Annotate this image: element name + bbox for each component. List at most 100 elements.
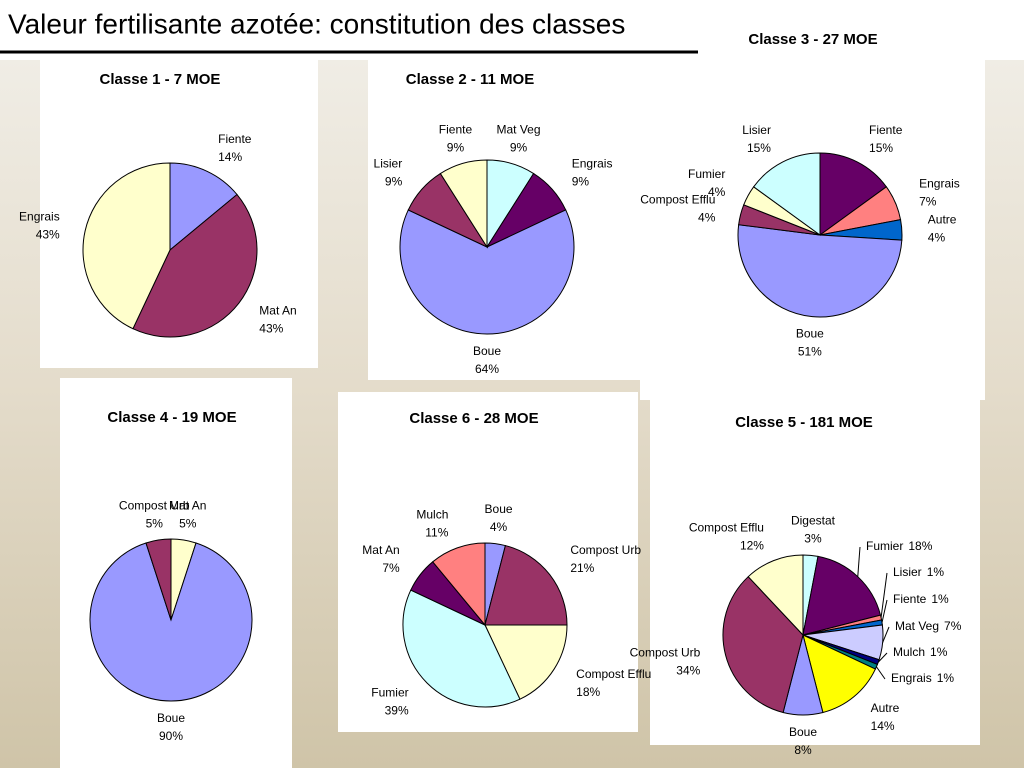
pie-slice [737,224,903,318]
slice-value: 4% [928,230,946,244]
pie-slice [432,542,486,627]
pie-slice [399,209,575,335]
slice-value: 9% [510,141,528,155]
slice-value: 1% [930,645,948,659]
slice-label: Fiente [893,592,927,606]
slice-value: 14% [218,150,242,164]
pie-slice [484,624,568,700]
slice-label: Mat Veg [895,619,939,633]
slice-label: Mulch [416,508,448,522]
slice-value: 4% [698,210,716,224]
pie-slice [82,162,171,330]
slice-value: 1% [937,671,955,685]
slice-label: Mat An [362,543,399,557]
pie-slice [169,162,238,252]
slice-label: Compost Urb [119,498,190,512]
slice-label: Autre [928,212,957,226]
chart-title: Classe 2 - 11 MOE [406,71,534,88]
slice-label: Boue [473,344,501,358]
pie-slice [819,152,888,236]
slice-value: 18% [908,539,932,553]
slice-value: 12% [740,539,764,553]
pie-slice [802,634,877,714]
slice-value: 90% [159,729,183,743]
slice-value: 7% [919,194,937,208]
slice-label: Compost Efflu [640,192,715,206]
slice-value: 39% [385,704,409,718]
slice-value: 9% [385,174,403,188]
slice-value: 4% [708,185,726,199]
slice-label: Fiente [439,123,473,137]
slice-value: 5% [179,516,197,530]
slice-value: 21% [570,561,594,575]
slice-value: 18% [576,685,600,699]
slice-label: Lisier [374,156,403,170]
slice-value: 1% [927,565,945,579]
slice-label: Fiente [869,123,903,137]
slice-label: Compost Urb [570,543,641,557]
chart-title: Classe 6 - 28 MOE [409,410,538,427]
slice-value: 11% [425,526,448,540]
slice-label: Fiente [218,132,252,146]
slice-label: Autre [871,701,900,715]
slice-label: Engrais [572,156,613,170]
chart-title: Classe 3 - 27 MOE [748,31,877,48]
slice-value: 5% [146,516,164,530]
pie-slice [89,542,253,702]
slice-label: Engrais [19,210,60,224]
slice-label: Fumier [866,539,903,553]
slice-value: 4% [490,520,508,534]
slice-value: 3% [804,532,822,546]
slice-label: Compost Efflu [576,667,651,681]
chart-title: Classe 5 - 181 MOE [735,414,873,431]
slice-label: Engrais [891,671,932,685]
slice-label: Lisier [893,565,922,579]
slice-label: Mat An [169,498,206,512]
pie-slice [439,159,488,249]
slice-value: 8% [794,743,812,757]
slice-label: Boue [485,502,513,516]
pie-slice [752,152,821,236]
slice-value: 9% [572,174,590,188]
pie-slice [402,589,521,708]
slice-label: Mulch [893,645,925,659]
slice-label: Lisier [742,123,771,137]
slice-label: Fumier [371,686,408,700]
leader-line [881,599,888,623]
pie-slice [722,575,804,714]
pie-slice [747,554,804,637]
slice-label: Boue [796,327,824,341]
pie-slice [484,544,568,626]
slice-value: 43% [259,321,283,335]
slice-label: Boue [157,711,185,725]
slice-label: Engrais [919,176,960,190]
chart-title: Classe 4 - 19 MOE [107,409,236,426]
slice-value: 64% [475,362,499,376]
slice-value: 1% [931,592,949,606]
page-title: Valeur fertilisante azotée: constitution… [8,8,625,39]
slice-value: 15% [869,141,893,155]
leader-line [857,546,861,577]
slice-label: Mat An [259,303,296,317]
pie-slice [132,193,258,338]
slice-label: Fumier [688,167,725,181]
slice-value: 34% [676,664,700,678]
slice-label: Digestat [791,514,836,528]
slice-value: 7% [944,619,962,633]
leader-line [882,626,890,643]
slice-value: 9% [447,141,465,155]
chart-title: Classe 1 - 7 MOE [100,71,221,88]
leader-line [877,652,888,663]
pie-slice [145,538,172,621]
slice-label: Mat Veg [497,123,541,137]
leader-line [876,666,886,680]
slice-value: 7% [382,561,400,575]
slice-value: 14% [871,719,895,733]
pie-slice [802,555,882,636]
slice-label: Boue [789,725,817,739]
slice-value: 15% [747,141,771,155]
slice-label: Compost Urb [630,646,701,660]
slice-label: Compost Efflu [689,521,764,535]
slice-value: 43% [36,228,60,242]
